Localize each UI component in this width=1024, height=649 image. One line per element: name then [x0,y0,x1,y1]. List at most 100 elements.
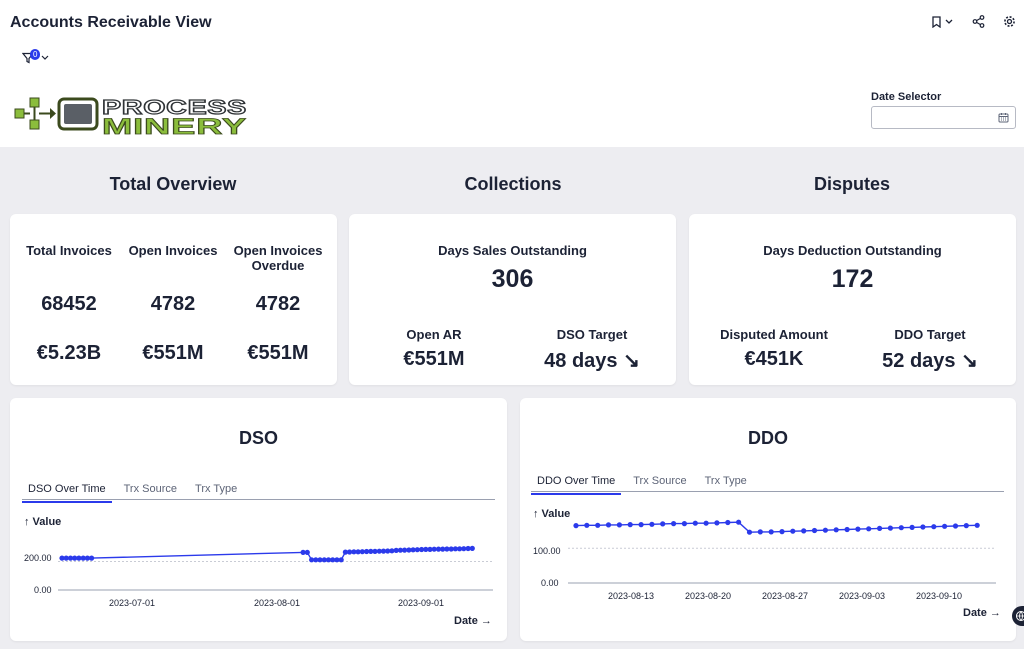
dso-data-point[interactable] [427,546,433,552]
dso-data-point[interactable] [351,549,357,555]
dso-data-point[interactable] [423,546,429,552]
ddo-data-point[interactable] [638,522,644,528]
dso-data-point[interactable] [67,555,74,561]
ddo-data-point[interactable] [963,523,969,529]
dso-data-point[interactable] [309,557,315,563]
dso-data-point[interactable] [410,547,416,553]
dso-data-point[interactable] [347,549,353,555]
ddo-data-point[interactable] [811,527,818,534]
dso-data-point[interactable] [452,546,458,552]
dso-data-point[interactable] [440,546,446,552]
dso-data-point[interactable] [431,546,437,552]
dso-x-axis-title[interactable]: Date → [454,615,492,627]
ddo-data-point[interactable] [627,522,633,528]
dso-data-point[interactable] [359,549,365,555]
dso-data-point[interactable] [414,547,420,553]
dso-data-point[interactable] [338,557,344,563]
tab-ddo-over-time[interactable]: DDO Over Time [531,475,622,495]
dso-data-point[interactable] [368,548,374,554]
ddo-data-point[interactable] [616,522,622,528]
dso-data-point[interactable] [364,548,370,555]
ddo-data-point[interactable] [898,525,904,531]
dso-data-point[interactable] [321,557,327,563]
dso-data-point[interactable] [84,555,90,561]
dso-data-point[interactable] [63,555,69,561]
ddo-data-point[interactable] [757,529,763,535]
dso-data-point[interactable] [330,557,336,563]
ddo-data-point[interactable] [779,529,785,535]
ddo-data-point[interactable] [573,523,579,529]
ddo-data-point[interactable] [649,521,655,527]
ddo-data-point[interactable] [931,524,937,530]
tab-ddo-trx-type[interactable]: Trx Type [704,475,747,487]
share-button[interactable] [972,15,985,28]
dso-data-point[interactable] [300,549,306,555]
dso-data-point[interactable] [465,545,471,552]
ddo-data-point[interactable] [942,523,948,529]
ddo-x-axis-title[interactable]: Date → [963,607,1001,619]
ddo-data-point[interactable] [725,519,731,526]
ddo-data-point[interactable] [877,525,883,531]
dso-data-point[interactable] [469,545,475,551]
ddo-data-point[interactable] [887,525,893,531]
ddo-data-point[interactable] [660,521,666,527]
dso-data-point[interactable] [448,546,454,552]
ddo-data-point[interactable] [790,528,796,534]
dso-data-point[interactable] [72,555,78,561]
dso-data-point[interactable] [317,557,323,563]
help-button[interactable] [1012,606,1024,626]
ddo-data-point[interactable] [746,529,753,535]
dso-data-point[interactable] [342,549,348,555]
dso-data-point[interactable] [385,548,391,554]
dso-data-point[interactable] [76,555,82,561]
ddo-data-point[interactable] [920,524,926,530]
dso-data-point[interactable] [435,546,442,552]
dso-data-point[interactable] [393,547,399,553]
dso-data-point[interactable] [376,548,382,554]
ddo-data-point[interactable] [855,526,861,532]
dso-data-point[interactable] [89,555,95,561]
filter-button[interactable]: 0 [22,49,50,64]
ddo-data-point[interactable] [974,522,980,528]
ddo-data-point[interactable] [703,520,709,526]
dso-data-point[interactable] [397,547,403,553]
dso-data-point[interactable] [444,546,450,552]
dso-data-point[interactable] [457,546,463,552]
ddo-data-point[interactable] [584,522,590,528]
dso-data-point[interactable] [325,557,332,563]
ddo-data-point[interactable] [866,526,872,532]
ddo-data-point[interactable] [736,519,742,525]
tab-ddo-trx-source[interactable]: Trx Source [633,475,687,487]
dso-data-point[interactable] [389,548,395,554]
ddo-data-point[interactable] [844,526,850,533]
dso-data-point[interactable] [304,549,310,555]
date-selector-input[interactable] [871,106,1016,129]
ddo-data-point[interactable] [714,520,720,526]
tab-dso-trx-type[interactable]: Trx Type [195,483,238,495]
settings-button[interactable] [1003,15,1016,28]
ddo-data-point[interactable] [595,522,601,528]
ddo-data-point[interactable] [692,520,698,526]
tab-dso-over-time[interactable]: DSO Over Time [22,483,112,503]
dso-data-point[interactable] [313,557,319,563]
ddo-data-point[interactable] [671,521,677,527]
ddo-data-point[interactable] [801,528,807,534]
dso-data-point[interactable] [406,547,412,553]
ddo-data-point[interactable] [605,522,612,528]
ddo-data-point[interactable] [768,529,774,535]
ddo-data-point[interactable] [952,523,959,529]
ddo-data-point[interactable] [833,527,839,533]
dso-data-point[interactable] [419,546,425,553]
dso-data-point[interactable] [355,549,361,555]
dso-data-point[interactable] [372,548,378,554]
ddo-data-point[interactable] [822,527,828,533]
dso-data-point[interactable] [461,546,467,552]
ddo-data-point[interactable] [681,521,687,527]
dso-data-point[interactable] [59,555,65,561]
ddo-data-point[interactable] [909,524,915,530]
tab-dso-trx-source[interactable]: Trx Source [123,483,178,495]
dso-data-point[interactable] [80,555,86,561]
dso-data-point[interactable] [334,557,340,563]
dso-data-point[interactable] [402,547,408,553]
dso-data-point[interactable] [380,548,387,554]
